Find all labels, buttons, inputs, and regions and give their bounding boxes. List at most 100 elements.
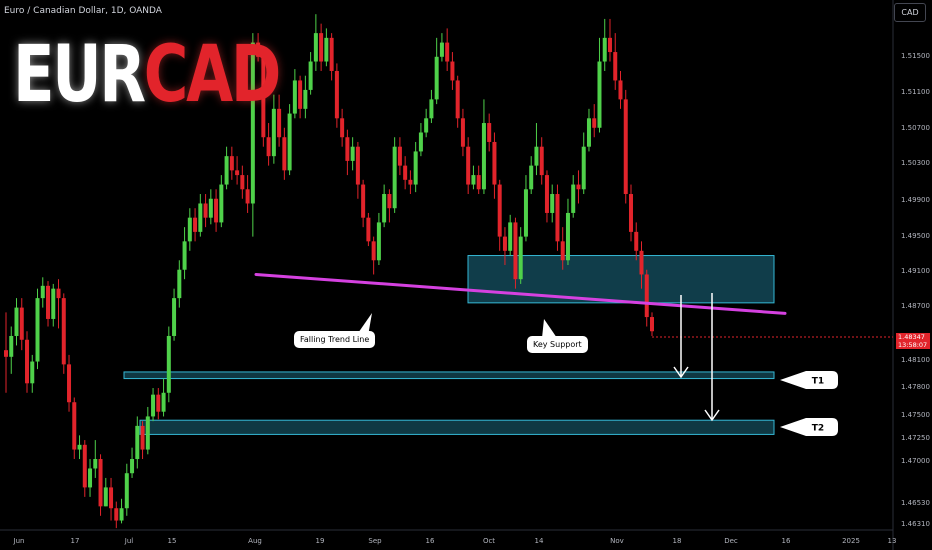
candle xyxy=(345,129,350,176)
candle xyxy=(418,123,423,157)
candle xyxy=(308,52,313,95)
candle-body xyxy=(455,80,460,119)
x-tick-label: 15 xyxy=(168,537,177,545)
candle xyxy=(361,179,366,228)
candle-body xyxy=(72,402,77,450)
candle xyxy=(397,137,402,176)
x-tick-label: 14 xyxy=(535,537,544,545)
logo-cad: CAD xyxy=(143,30,282,120)
candle-body xyxy=(9,335,14,357)
candle-body xyxy=(476,175,481,190)
candle-body xyxy=(261,56,266,138)
candle-body xyxy=(114,508,119,521)
candle xyxy=(82,440,87,497)
candle-body xyxy=(382,194,387,223)
candle xyxy=(376,212,381,265)
candle xyxy=(492,132,497,199)
candle xyxy=(35,288,40,370)
candle-body xyxy=(586,118,591,147)
target-arrows: T1 T2 xyxy=(673,293,838,436)
candle-body xyxy=(172,298,177,336)
candle-body xyxy=(135,425,140,460)
target-callout-shape xyxy=(780,418,838,436)
candle-body xyxy=(319,33,324,62)
y-tick-label: 1.47250 xyxy=(901,434,930,442)
candle-body xyxy=(124,473,129,509)
candle xyxy=(166,326,171,403)
candle xyxy=(93,440,98,478)
candle-body xyxy=(523,189,528,237)
candle xyxy=(471,165,476,190)
candle-body xyxy=(208,198,213,218)
last-price-label: 1.48347 13:58:07 xyxy=(896,333,930,349)
candle-body xyxy=(639,250,644,275)
candle-body xyxy=(340,118,345,138)
candle-body xyxy=(266,137,271,157)
candle xyxy=(607,18,612,62)
logo-eur: EUR xyxy=(13,30,146,120)
candle xyxy=(550,184,555,223)
candle-body xyxy=(560,241,565,261)
candle xyxy=(539,137,544,185)
candle xyxy=(481,99,486,195)
candle-body xyxy=(350,146,355,161)
candle-body xyxy=(224,156,229,185)
currency-button[interactable]: CAD xyxy=(894,3,926,22)
candle-body xyxy=(203,203,208,218)
candle-body xyxy=(103,487,108,507)
candle-body xyxy=(539,146,544,176)
y-tick-label: 1.46310 xyxy=(901,520,930,528)
candle-body xyxy=(313,33,318,62)
candle-body xyxy=(303,89,308,109)
candle xyxy=(534,123,539,176)
candle-body xyxy=(502,236,507,251)
candle xyxy=(329,33,334,81)
candle-body xyxy=(345,137,350,161)
candle xyxy=(497,179,502,251)
candle xyxy=(114,501,119,529)
candle-body xyxy=(434,56,439,100)
candle-body xyxy=(161,392,166,412)
candle xyxy=(618,70,623,109)
candle-body xyxy=(82,444,87,488)
eurcad-logo: EURCAD xyxy=(13,36,281,114)
candle xyxy=(434,37,439,105)
candle xyxy=(182,227,187,280)
candle-body xyxy=(219,184,224,223)
candle xyxy=(355,141,360,199)
candle xyxy=(224,146,229,190)
candle xyxy=(287,104,292,176)
candle-body xyxy=(376,222,381,261)
x-tick-label: 16 xyxy=(426,537,435,545)
candle xyxy=(240,165,245,199)
candle xyxy=(555,184,560,251)
arrow-to-t1 xyxy=(673,295,689,379)
candle-body xyxy=(460,118,465,147)
y-tick-label: 1.47800 xyxy=(901,383,930,391)
t2-callout: T2 xyxy=(780,418,838,436)
candle-body xyxy=(67,364,72,403)
candle xyxy=(387,189,392,223)
y-tick-label: 1.48100 xyxy=(901,356,930,364)
candle-body xyxy=(140,425,145,450)
candle xyxy=(261,47,266,147)
candle xyxy=(156,388,161,420)
arrow-to-t2 xyxy=(704,293,720,422)
candle xyxy=(340,108,345,147)
candle xyxy=(597,37,602,133)
candle-body xyxy=(445,42,450,62)
key-support-label: Key Support xyxy=(527,336,588,353)
candle-body xyxy=(271,108,276,157)
candle-body xyxy=(14,307,19,336)
t1-callout: T1 xyxy=(780,371,838,389)
candle xyxy=(140,421,145,460)
x-tick-label: Jun xyxy=(13,537,25,545)
candle xyxy=(9,326,14,374)
candle xyxy=(586,108,591,152)
y-axis: 1.51500 1.51100 1.50700 1.50300 1.49900 1.495… xyxy=(901,52,930,528)
zones xyxy=(123,255,775,435)
candle-body xyxy=(4,350,8,357)
candle xyxy=(508,214,513,256)
candle-body xyxy=(308,61,313,90)
candle xyxy=(193,208,198,242)
